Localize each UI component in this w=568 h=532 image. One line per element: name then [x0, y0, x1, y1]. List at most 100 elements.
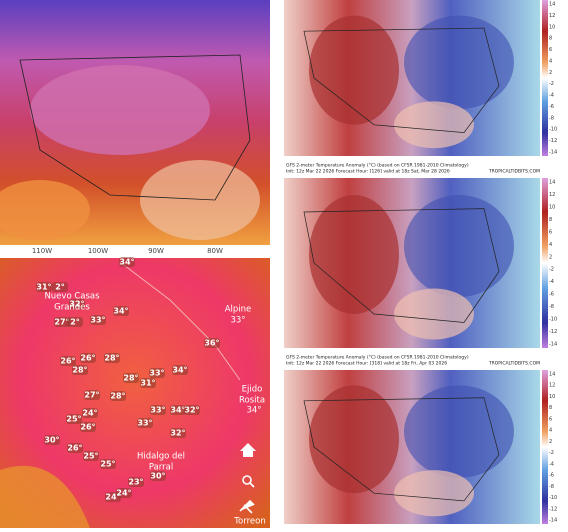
colorbar-label: -12: [549, 506, 557, 512]
place-label: Parral: [149, 463, 173, 473]
temp-badge: [128, 477, 144, 487]
place-label: Grandes: [54, 303, 90, 313]
temp-badge: [113, 306, 129, 316]
panel-subtitle: Init: 12z Mar 22 2026 Forecast Hour: [31…: [286, 361, 447, 367]
longitude-label: 80W: [207, 247, 223, 255]
temp-label: 24°: [116, 489, 131, 498]
anomaly-blob: [394, 470, 474, 517]
temperature-labels: 34° 31° 2° 32° 33° 34° 27° 2° 36° 26° 26° 28° 28° 33°…: [36, 257, 266, 527]
temp-label: 31°: [140, 379, 155, 388]
place-label: Alpine: [225, 305, 252, 315]
colorbar-label: 10: [549, 24, 555, 30]
colorbar-label: -14: [549, 518, 557, 524]
longitude-label: 110W: [32, 247, 52, 255]
colorbar-label: -6: [549, 292, 554, 298]
panel-title: GFS 2-meter Temperature Anomaly (°C) (ba…: [286, 163, 469, 169]
temp-badge: [116, 488, 132, 498]
anomaly-blob: [309, 15, 399, 125]
colorbar-label: -4: [549, 93, 554, 99]
temp-label: 34°: [170, 406, 185, 415]
temp-badge: [123, 373, 139, 383]
temp-label: 25°: [83, 452, 98, 461]
colorbar-label: 4: [549, 58, 552, 64]
place-label: Ejido: [242, 385, 263, 395]
colorbar-label: -6: [549, 473, 554, 479]
temp-badge: [150, 471, 166, 481]
temp-badge: [67, 443, 83, 453]
temp-label: 33°: [90, 316, 105, 325]
anomaly-blob: [404, 15, 514, 110]
temp-label: 2°: [70, 318, 80, 327]
temp-badge: [90, 315, 106, 325]
anomaly-blob: [394, 288, 474, 340]
anomaly-blob: [404, 195, 514, 297]
temp-badge: [204, 338, 220, 348]
temp-label: 36°: [204, 339, 219, 348]
place-label: Hidalgo del: [137, 452, 185, 462]
longitude-labels: 110W 100W 90W 80W: [32, 247, 223, 255]
temp-badge: [60, 356, 76, 366]
temp-map: [0, 258, 270, 528]
temp-label: 32°: [184, 406, 199, 415]
temp-label: 24°: [105, 493, 120, 502]
colorbar-label: 2: [549, 439, 552, 445]
colorbar-label: -8: [549, 484, 554, 490]
temp-label: 28°: [72, 366, 87, 375]
temp-label: 33°: [149, 369, 164, 378]
temp-badge: [66, 414, 82, 424]
colorbar: [542, 0, 548, 156]
colorbar-label: -14: [549, 342, 557, 348]
colorbar-label: 4: [549, 428, 552, 434]
place-label: 34°: [246, 406, 261, 416]
temp-badge: [170, 428, 186, 438]
colorbar-label: 8: [549, 217, 552, 223]
panel-credit: TROPICALTIDBITS.COM: [488, 361, 540, 367]
temp-badge: [72, 365, 88, 375]
temp-label: 28°: [123, 374, 138, 383]
colorbar: [542, 178, 548, 348]
panel-title: GFS 2-meter Temperature Anomaly (°C) (ba…: [286, 355, 469, 361]
colorbar-label: 10: [549, 394, 555, 400]
colorbar-label: 4: [549, 242, 552, 248]
temp-badge: [170, 405, 186, 415]
temp-label: 30°: [150, 472, 165, 481]
colorbar-label: -10: [549, 495, 557, 501]
colorbar-label: 10: [549, 204, 555, 210]
temp-badge: [80, 353, 96, 363]
colorbar-label: -10: [549, 317, 557, 323]
place-label: Torreon: [233, 517, 265, 527]
anomaly-blob: [309, 195, 399, 314]
colorbar-label: 8: [549, 405, 552, 411]
place-label: Rosita: [239, 396, 265, 406]
temp-badge: [67, 317, 83, 327]
panel-subtitle: Init: 12z Mar 22 2026 Forecast Hour: [12…: [286, 169, 450, 175]
temp-badge: [83, 451, 99, 461]
temp-label: 23°: [128, 478, 143, 487]
temp-label: 26°: [80, 423, 95, 432]
temp-label: 26°: [67, 444, 82, 453]
colorbar-label: 6: [549, 416, 552, 422]
temp-label: 32°: [170, 429, 185, 438]
anomaly-blob: [394, 101, 474, 149]
temp-label: 33°: [137, 419, 152, 428]
place-label: 33°: [230, 316, 245, 326]
anomaly-blob: [404, 385, 514, 478]
temp-label: 28°: [110, 392, 125, 401]
temp-label: 27°: [84, 391, 99, 400]
colorbar-label: -12: [549, 138, 557, 144]
temp-label: 28°: [104, 354, 119, 363]
temp-badge: [149, 368, 165, 378]
coastline: [303, 27, 500, 133]
colorbar-label: -6: [549, 104, 554, 110]
temp-label: 26°: [80, 354, 95, 363]
map-tools[interactable]: [239, 443, 256, 514]
longitude-label: 100W: [88, 247, 108, 255]
colorbar-label: -2: [549, 450, 554, 456]
colorbar-label: -4: [549, 461, 554, 467]
temp-badge: [69, 299, 85, 309]
colorbar-label: -10: [549, 127, 557, 133]
temp-badge: [80, 422, 96, 432]
temp-badge: [44, 435, 60, 445]
temp-label: 2°: [55, 283, 65, 292]
